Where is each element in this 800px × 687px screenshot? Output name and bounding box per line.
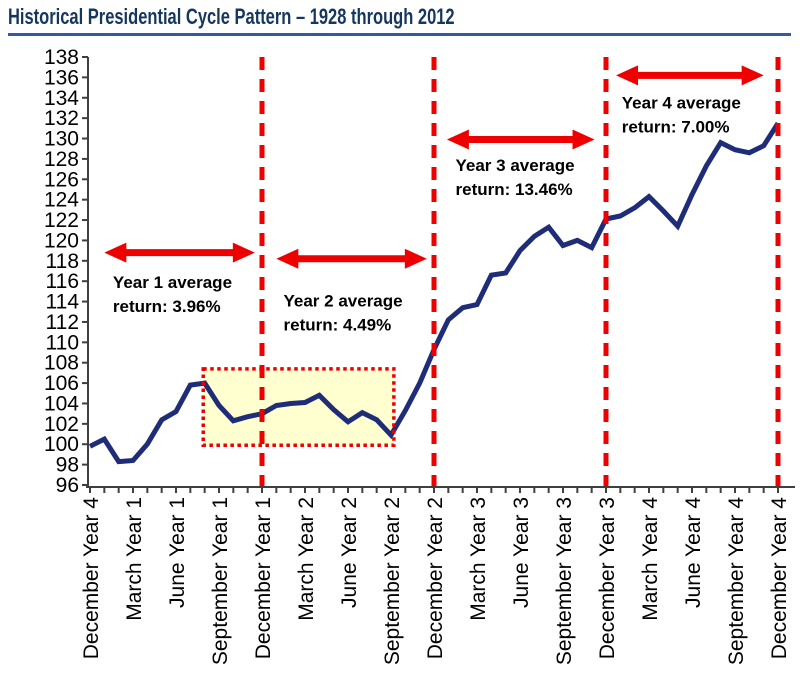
highlight-box-fill	[203, 368, 394, 446]
x-axis-label: September Year 4	[725, 497, 748, 665]
y-axis-label: 130	[44, 128, 79, 151]
x-axis-label: March Year 2	[295, 497, 318, 621]
annotation-arrow-head-right	[741, 65, 764, 86]
x-axis-label: September Year 3	[553, 497, 576, 665]
y-axis-label: 98	[56, 454, 79, 477]
y-axis-label: 100	[44, 433, 79, 456]
annotation-arrow-head-right	[232, 242, 255, 263]
annotation-label-year-2: Year 2 average return: 4.49%	[284, 291, 403, 334]
x-axis-label: June Year 3	[510, 497, 533, 608]
x-axis-label: December Year 1	[252, 497, 275, 659]
annotation-label-year-4: Year 4 average return: 7.00%	[622, 94, 741, 137]
y-axis-label: 118	[46, 250, 79, 273]
y-axis-label: 102	[44, 413, 79, 436]
x-axis-label: December Year 2	[424, 497, 447, 659]
x-axis-label: March Year 4	[639, 497, 662, 621]
y-axis-label: 138	[44, 46, 79, 69]
annotation-arrow-head-right	[572, 129, 595, 150]
x-axis-label: June Year 2	[338, 497, 361, 608]
annotation-arrow-head-left	[276, 248, 299, 269]
y-axis-label: 120	[44, 229, 79, 252]
y-axis-label: 126	[44, 168, 79, 191]
x-axis-label: June Year 1	[166, 497, 189, 608]
x-axis-label: September Year 1	[209, 497, 232, 665]
y-axis-label: 104	[44, 392, 79, 415]
x-axis-label: June Year 4	[682, 497, 705, 608]
y-axis-label: 116	[46, 270, 79, 293]
y-axis-label: 134	[44, 87, 79, 110]
x-axis-label: September Year 2	[381, 497, 404, 665]
y-axis-label: 106	[44, 372, 79, 395]
y-axis-label: 136	[44, 66, 79, 89]
page-title: Historical Presidential Cycle Pattern – …	[8, 4, 455, 29]
y-axis-label: 112	[46, 311, 79, 334]
annotation-arrow-head-right	[404, 248, 427, 269]
annotation-arrow-head-left	[446, 129, 469, 150]
x-axis-label: March Year 1	[123, 497, 146, 621]
annotation-label-year-3: Year 3 average return: 13.46%	[456, 156, 575, 199]
x-axis-label: March Year 3	[467, 497, 490, 621]
y-axis-label: 124	[44, 189, 79, 212]
annotation-label-year-1: Year 1 average return: 3.96%	[113, 273, 232, 316]
y-axis-label: 96	[56, 474, 79, 497]
x-axis-label: December Year 3	[596, 497, 619, 659]
annotation-arrow-head-left	[104, 242, 127, 263]
x-axis-label: December Year 4	[80, 497, 103, 660]
x-axis-label: December Year 4	[768, 497, 791, 660]
y-axis-label: 128	[44, 148, 79, 171]
title-underline: Historical Presidential Cycle Pattern – …	[8, 4, 791, 36]
y-axis-label: 114	[46, 291, 80, 314]
annotation-arrow-head-left	[616, 65, 639, 86]
y-axis-label: 132	[44, 107, 79, 130]
y-axis-label: 122	[44, 209, 79, 232]
y-axis-label: 110	[46, 331, 79, 354]
y-axis-label: 108	[44, 352, 79, 375]
